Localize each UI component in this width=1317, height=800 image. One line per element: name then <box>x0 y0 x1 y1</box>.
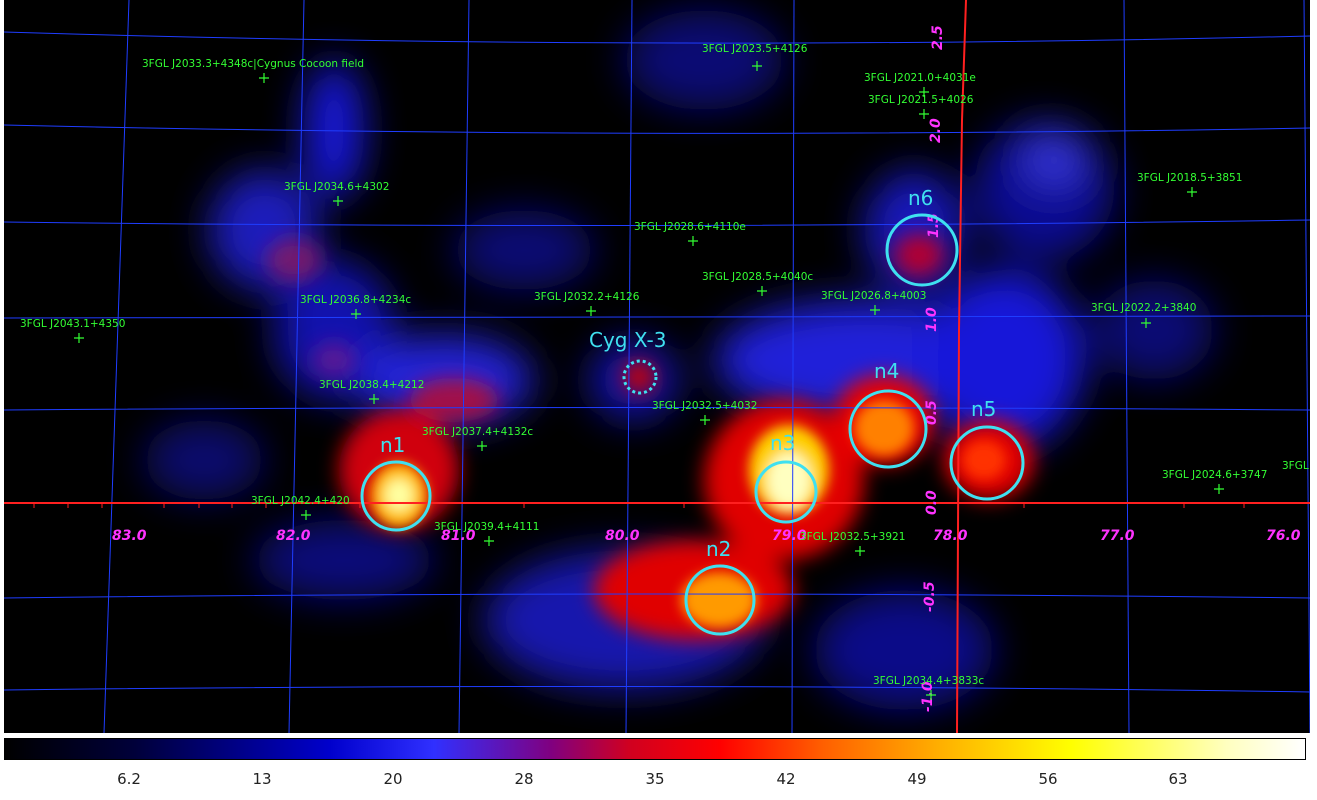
region-n2-circle[interactable] <box>684 564 756 636</box>
gb-label: 2.5 <box>930 25 946 50</box>
source-label: 3FGL J2032.2+4126 <box>534 291 640 303</box>
region-n1-circle[interactable] <box>360 460 432 532</box>
region-n4-circle[interactable] <box>848 389 928 469</box>
source-marker[interactable] <box>688 236 698 246</box>
source-label: 3FGL J2043.1+4350 <box>20 318 125 330</box>
colorbar <box>4 738 1306 760</box>
sky-map-canvas: 83.0 82.0 81.0 80.0 79.0 78.0 77.0 76.0 … <box>4 0 1310 733</box>
colorbar-tick: 49 <box>907 770 927 788</box>
latitude-labels: 2.5 2.0 1.5 1.0 0.5 0.0 -0.5 -1.0 <box>920 25 946 712</box>
source-label: 3FGL J2021.5+4026 <box>868 94 974 106</box>
region-label: n1 <box>380 433 405 457</box>
source-label: 3FGL J2028.6+4110e <box>634 221 746 233</box>
source-label: 3FGL J2026.8+4003 <box>821 290 926 302</box>
source-marker[interactable] <box>74 333 84 343</box>
gl-label: 79.0 <box>772 528 807 544</box>
gl-label: 77.0 <box>1100 528 1135 544</box>
region-label: n3 <box>770 431 795 455</box>
source-marker[interactable] <box>1141 318 1151 328</box>
source-label: 3FGL J2024.6+3747 <box>1162 469 1267 481</box>
region-label: n5 <box>971 397 996 421</box>
colorbar-tick: 63 <box>1168 770 1188 788</box>
gl-label: 80.0 <box>605 528 640 544</box>
gb-label: -1.0 <box>920 681 936 712</box>
region-label: n2 <box>706 537 731 561</box>
colorbar-tick: 56 <box>1038 770 1058 788</box>
source-marker[interactable] <box>351 309 361 319</box>
source-label: 3FGL J2032.5+4032 <box>652 400 757 412</box>
source-label: 3FGL J2042.4+420 <box>251 495 350 507</box>
colorbar-tick: 28 <box>514 770 534 788</box>
analysis-regions: n1 n2 n3 n4 n5 n6 Cyg X-3 <box>360 186 1025 636</box>
source-label: 3FGL J2023.5+4126 <box>702 43 808 55</box>
sky-map-image: 83.0 82.0 81.0 80.0 79.0 78.0 77.0 76.0 … <box>4 0 1310 733</box>
source-label: 3FGL J2018.5+3851 <box>1137 172 1242 184</box>
bright-emission-cores <box>371 400 1006 628</box>
colorbar-tick: 6.2 <box>117 770 141 788</box>
source-label: 3FGL J2028.5+4040c <box>702 271 813 283</box>
source-marker[interactable] <box>484 536 494 546</box>
source-label: 3FGL <box>1282 460 1309 472</box>
gb-label: 2.0 <box>928 118 944 143</box>
gb-label: 0.0 <box>924 490 940 515</box>
source-marker[interactable] <box>369 394 379 404</box>
source-marker[interactable] <box>301 510 311 520</box>
gl-label: 82.0 <box>276 528 311 544</box>
source-label: 3FGL J2037.4+4132c <box>422 426 533 438</box>
source-marker[interactable] <box>855 546 865 556</box>
colorbar-tick: 20 <box>383 770 403 788</box>
source-label: 3FGL J2038.4+4212 <box>319 379 424 391</box>
source-marker[interactable] <box>1214 484 1224 494</box>
source-marker[interactable] <box>477 441 487 451</box>
source-markers <box>74 61 1224 700</box>
longitude-labels: 83.0 82.0 81.0 80.0 79.0 78.0 77.0 76.0 <box>112 528 1301 544</box>
source-marker[interactable] <box>259 73 269 83</box>
gl-label: 83.0 <box>112 528 147 544</box>
source-marker[interactable] <box>870 305 880 315</box>
region-n5-circle[interactable] <box>949 425 1025 501</box>
source-label: 3FGL J2034.4+3833c <box>873 675 984 687</box>
source-marker[interactable] <box>333 196 343 206</box>
colorbar-tick-labels: 6.2 13 20 28 35 42 49 56 63 <box>4 770 1306 794</box>
source-marker[interactable] <box>757 286 767 296</box>
source-label: 3FGL J2022.2+3840 <box>1091 302 1196 314</box>
gb-label: 0.5 <box>924 400 940 425</box>
source-label: 3FGL J2036.8+4234c <box>300 294 411 306</box>
gl-label: 76.0 <box>1266 528 1301 544</box>
colorbar-tick: 35 <box>645 770 665 788</box>
region-n3-circle[interactable] <box>754 460 818 524</box>
colorbar-tick: 13 <box>252 770 272 788</box>
axis-ticks <box>33 503 1245 508</box>
gb-label: -0.5 <box>922 581 938 612</box>
gl-label: 81.0 <box>441 528 476 544</box>
region-label: n6 <box>908 186 933 210</box>
source-marker[interactable] <box>926 690 936 700</box>
source-labels: 3FGL J2033.3+4348c|Cygnus Cocoon field 3… <box>20 43 1309 687</box>
diffuse-blue-emission <box>144 10 1214 710</box>
source-label: 3FGL J2039.4+4111 <box>434 521 539 533</box>
source-label: 3FGL J2033.3+4348c|Cygnus Cocoon field <box>142 58 364 70</box>
source-label: 3FGL J2032.5+3921 <box>800 531 905 543</box>
axis-lines <box>4 0 1310 733</box>
region-cygx3-circle[interactable] <box>622 359 658 395</box>
gb-label: 1.0 <box>924 307 940 332</box>
source-marker[interactable] <box>919 109 929 119</box>
colorbar-tick: 42 <box>776 770 796 788</box>
source-label: 3FGL J2021.0+4031e <box>864 72 976 84</box>
source-marker[interactable] <box>586 306 596 316</box>
source-marker[interactable] <box>1187 187 1197 197</box>
region-n6-circle[interactable] <box>885 213 959 287</box>
region-label: n4 <box>874 359 899 383</box>
source-marker[interactable] <box>752 61 762 71</box>
source-label: 3FGL J2034.6+4302 <box>284 181 389 193</box>
source-marker[interactable] <box>919 87 929 97</box>
source-marker[interactable] <box>700 415 710 425</box>
gl-label: 78.0 <box>933 528 968 544</box>
region-label: Cyg X-3 <box>589 328 667 352</box>
